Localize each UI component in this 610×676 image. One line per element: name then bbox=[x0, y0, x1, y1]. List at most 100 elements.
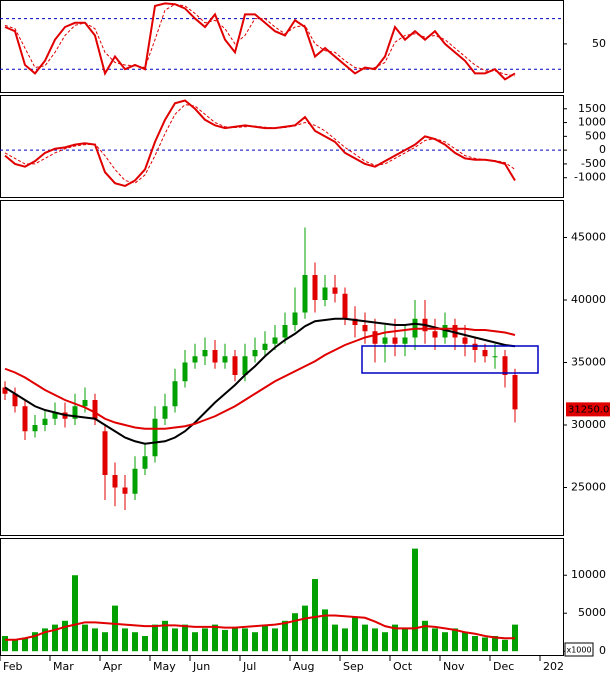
bar bbox=[112, 605, 118, 652]
bar bbox=[472, 636, 478, 652]
candle-body bbox=[192, 356, 198, 363]
x-tick-label: Dec bbox=[493, 660, 514, 673]
y-tick-label: 25000 bbox=[571, 481, 606, 494]
unit-label: x1000 bbox=[566, 646, 591, 655]
line bbox=[4, 327, 516, 430]
candle-body bbox=[32, 425, 38, 432]
bar bbox=[482, 637, 488, 652]
y-tick-label: 5000 bbox=[578, 606, 606, 619]
y-tick-label: 1500 bbox=[578, 102, 606, 115]
x-tick-label: 202 bbox=[543, 660, 564, 673]
bar bbox=[392, 624, 398, 652]
candle-body bbox=[152, 418, 158, 457]
bar bbox=[202, 628, 208, 652]
bar bbox=[302, 605, 308, 652]
bar bbox=[492, 636, 498, 652]
bar bbox=[192, 632, 198, 652]
candle-body bbox=[212, 350, 218, 363]
y-tick-label: 0 bbox=[599, 644, 606, 657]
y-tick-label: 45000 bbox=[571, 231, 606, 244]
bar bbox=[352, 617, 358, 652]
candle-body bbox=[142, 456, 148, 469]
candle-body bbox=[312, 275, 318, 300]
candle-body bbox=[512, 375, 518, 410]
bar bbox=[422, 620, 428, 652]
bar bbox=[262, 624, 268, 652]
candle-body bbox=[472, 343, 478, 350]
candle-body bbox=[12, 393, 18, 407]
candle-body bbox=[122, 487, 128, 494]
x-tick-label: Aug bbox=[293, 660, 314, 673]
x-tick-label: Sep bbox=[343, 660, 364, 673]
candle-body bbox=[402, 337, 408, 344]
bar bbox=[12, 639, 18, 652]
candle-body bbox=[162, 406, 168, 419]
last-price-box bbox=[566, 402, 610, 417]
bar bbox=[442, 632, 448, 652]
x-tick-label: May bbox=[153, 660, 176, 673]
candle-body bbox=[452, 325, 458, 338]
candle-body bbox=[352, 318, 358, 325]
candle-body bbox=[482, 350, 488, 357]
candle-body bbox=[392, 337, 398, 344]
line bbox=[4, 317, 516, 445]
bar bbox=[432, 628, 438, 652]
candle-body bbox=[302, 275, 308, 313]
bar bbox=[242, 628, 248, 652]
bar bbox=[72, 575, 78, 652]
candle-body bbox=[202, 350, 208, 357]
y-tick-label: 10000 bbox=[571, 568, 606, 581]
candle-body bbox=[382, 337, 388, 344]
candle-body bbox=[52, 412, 58, 419]
bar bbox=[312, 579, 318, 652]
y-tick-label: 1000 bbox=[578, 116, 606, 129]
candle-body bbox=[182, 362, 188, 382]
bar bbox=[42, 628, 48, 652]
y-tick-label: 500 bbox=[585, 129, 606, 142]
candle-body bbox=[242, 356, 248, 375]
bar bbox=[282, 620, 288, 652]
x-tick-label: Jun bbox=[192, 660, 210, 673]
candle-body bbox=[292, 312, 298, 325]
line bbox=[4, 3, 516, 77]
candle-body bbox=[22, 406, 28, 432]
unit-box bbox=[564, 642, 594, 657]
bar bbox=[342, 628, 348, 652]
bar bbox=[172, 628, 178, 652]
bar bbox=[402, 628, 408, 652]
bar bbox=[272, 628, 278, 652]
panel-frame bbox=[0, 95, 564, 198]
last-price-label: 31250.00 bbox=[568, 404, 610, 415]
bar bbox=[332, 624, 338, 652]
y-tick-label: -1000 bbox=[574, 171, 606, 184]
bar bbox=[102, 632, 108, 652]
bar bbox=[252, 632, 258, 652]
y-tick-label: 0 bbox=[599, 143, 606, 156]
y-tick-label: 50 bbox=[592, 37, 606, 50]
candle-body bbox=[102, 431, 108, 475]
bar bbox=[142, 636, 148, 652]
bar bbox=[52, 624, 58, 652]
bar bbox=[322, 609, 328, 652]
panel-frame bbox=[0, 200, 564, 536]
candle-body bbox=[132, 468, 138, 494]
candle-body bbox=[72, 406, 78, 419]
candle-body bbox=[42, 418, 48, 425]
panel-frame bbox=[0, 0, 564, 93]
bar bbox=[182, 624, 188, 652]
bar bbox=[162, 620, 168, 652]
candle-body bbox=[362, 325, 368, 332]
candle-body bbox=[232, 356, 238, 375]
x-tick-label: Feb bbox=[3, 660, 22, 673]
bar bbox=[122, 628, 128, 652]
candle-body bbox=[262, 343, 268, 350]
bar bbox=[372, 628, 378, 652]
x-tick-label: Mar bbox=[53, 660, 74, 673]
x-tick-label: Oct bbox=[393, 660, 413, 673]
line bbox=[4, 104, 516, 184]
bar bbox=[232, 628, 238, 652]
candle-body bbox=[282, 325, 288, 338]
y-tick-label: 40000 bbox=[571, 293, 606, 306]
bar bbox=[22, 637, 28, 652]
